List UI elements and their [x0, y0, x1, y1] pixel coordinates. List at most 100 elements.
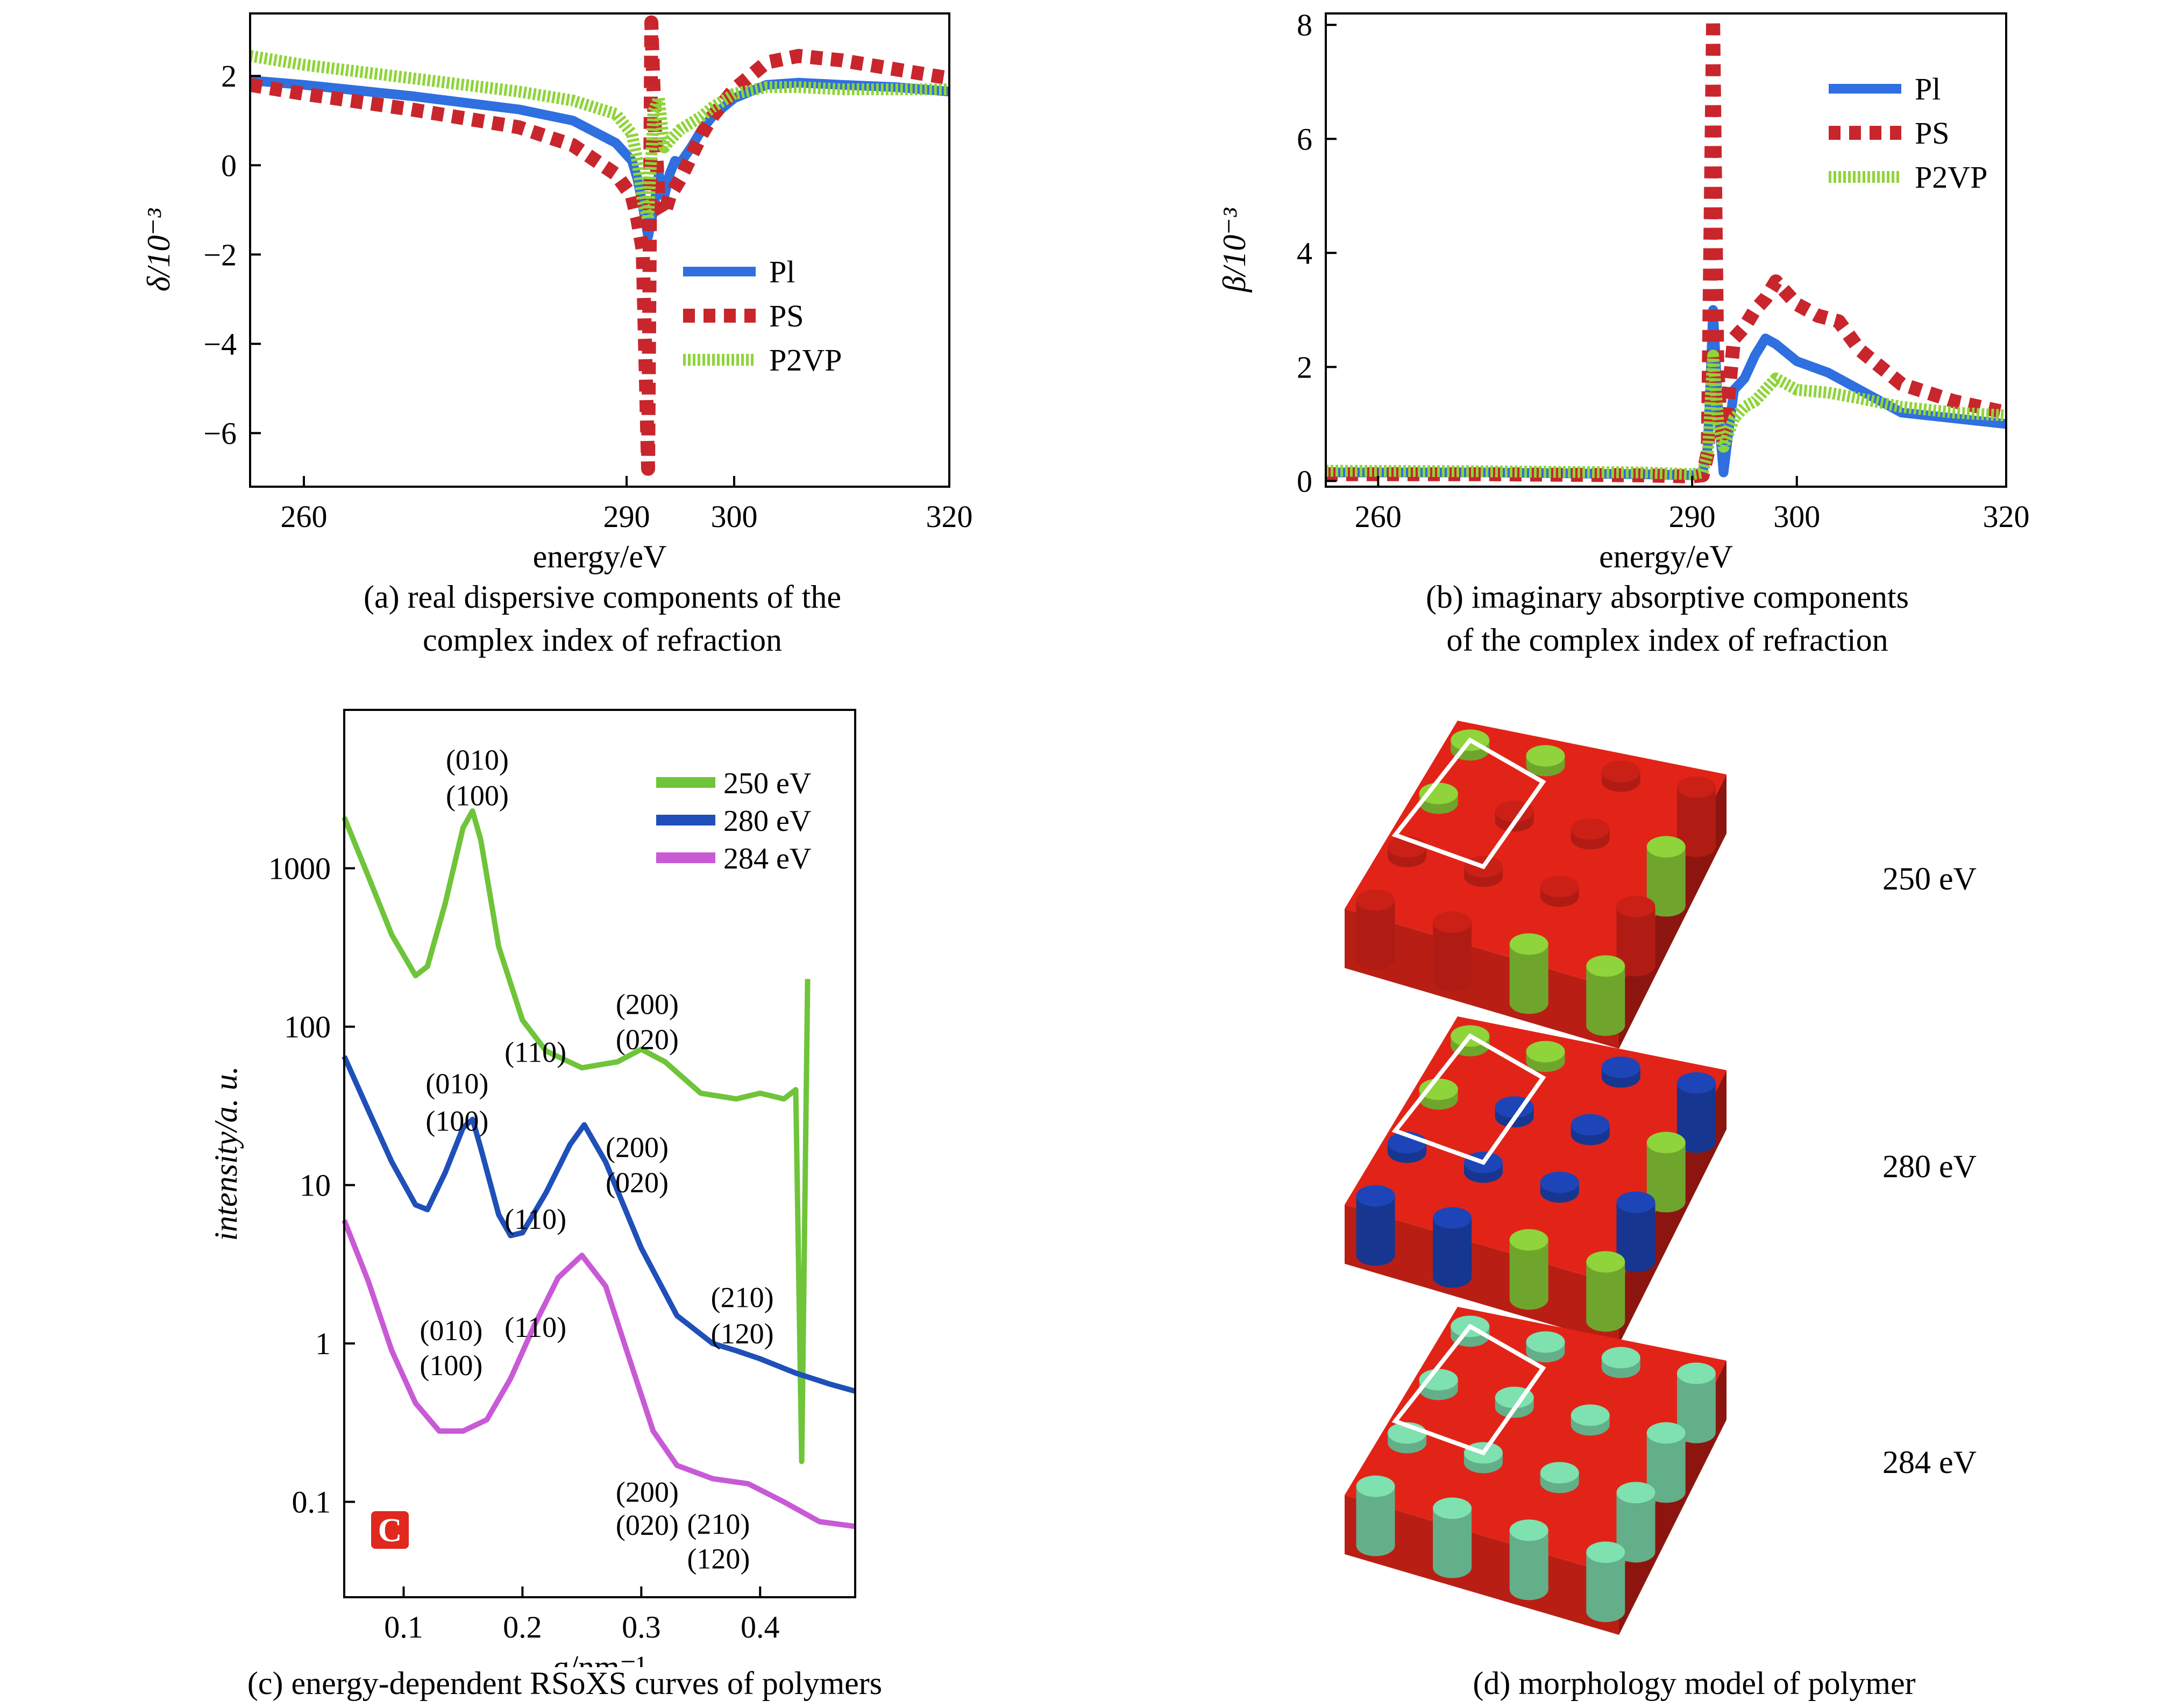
cylinder-base — [1433, 1556, 1472, 1578]
cylinder-base — [1676, 835, 1716, 857]
peak-annotation: (110) — [505, 1311, 566, 1343]
cylinder-top — [1540, 876, 1579, 898]
cylinder-top — [1616, 1482, 1655, 1504]
cylinder-base — [1356, 1244, 1395, 1266]
cylinder-top — [1571, 1404, 1610, 1426]
cylinder-base — [1509, 1288, 1548, 1310]
cylinder-top — [1646, 836, 1686, 858]
cylinder-top — [1509, 1229, 1548, 1251]
y-tick-label: 0.1 — [292, 1485, 331, 1520]
series-line-p2vp — [249, 50, 949, 225]
peak-annotation: (120) — [687, 1542, 750, 1575]
cylinder-base — [1676, 1131, 1716, 1153]
cylinder-top — [1356, 1475, 1395, 1497]
cylinder-base — [1356, 1534, 1395, 1556]
legend-label: PS — [769, 298, 804, 333]
cylinder-base — [1586, 1014, 1625, 1036]
peak-annotation: (020) — [606, 1166, 669, 1199]
morph-block-0 — [1345, 721, 1726, 1049]
cylinder-top — [1586, 1541, 1625, 1563]
peak-annotation: (210) — [687, 1508, 750, 1540]
caption-a: (a) real dispersive components of the co… — [363, 579, 842, 658]
y-axis-label: δ/10⁻³ — [141, 208, 176, 291]
peak-annotation: (200) — [606, 1131, 669, 1164]
cylinder-base — [1586, 1310, 1625, 1332]
x-tick-label: 320 — [1983, 499, 2030, 534]
peak-annotation: (110) — [505, 1036, 566, 1068]
series-line-280-ev — [342, 1055, 856, 1394]
cylinder-top — [1540, 1171, 1579, 1193]
cylinder-top — [1433, 911, 1472, 933]
y-tick-label: 0 — [1297, 464, 1312, 499]
cylinder-top — [1356, 1185, 1395, 1207]
peak-annotation: (010) — [425, 1068, 488, 1100]
x-tick-label: 300 — [711, 499, 758, 534]
cylinder-top — [1676, 1362, 1716, 1384]
cylinder-top — [1509, 1519, 1548, 1541]
cylinder-top — [1571, 1114, 1610, 1136]
matrix-front-face — [1345, 1205, 1619, 1344]
series-line-250-ev — [342, 808, 811, 1464]
x-tick-label: 290 — [603, 499, 650, 534]
x-tick-label: 260 — [1355, 499, 1402, 534]
peak-annotation: (100) — [425, 1105, 488, 1137]
cylinder-top — [1419, 1078, 1458, 1100]
cylinder-top — [1540, 1462, 1579, 1484]
series-line-ps — [1326, 12, 2008, 483]
y-tick-label: 2 — [1297, 350, 1312, 385]
cylinder-top — [1571, 818, 1610, 840]
matrix-front-face — [1345, 1495, 1619, 1635]
series-line-p2vp — [1325, 350, 2007, 480]
y-tick-label: 100 — [284, 1009, 331, 1044]
cylinder-top — [1586, 1251, 1625, 1273]
plot-frame — [343, 709, 856, 1598]
cylinder-top — [1526, 745, 1565, 767]
peak-annotation: (210) — [711, 1281, 774, 1313]
cylinder-base — [1509, 1578, 1548, 1600]
cylinder-top — [1616, 895, 1655, 917]
chart-b: 260 290 300 320 0 2 4 6 8 energy/eV β/10⁻³ Pl PS P2VP — [1217, 8, 2030, 574]
y-tick-label: 1 — [315, 1326, 331, 1361]
morph-block-2 — [1345, 1307, 1726, 1635]
cylinder-base — [1646, 895, 1686, 917]
cylinder-base — [1433, 1266, 1472, 1288]
cylinder-top — [1433, 1497, 1472, 1519]
cylinder-top — [1676, 776, 1716, 798]
peak-annotation: (010) — [446, 744, 509, 776]
cylinder-base — [1676, 1421, 1716, 1443]
cylinder-base — [1509, 992, 1548, 1014]
panel-badge-label: C — [378, 1512, 402, 1549]
y-tick-label: 10 — [300, 1168, 331, 1203]
x-tick-label: 0.4 — [741, 1610, 780, 1645]
cylinder-top — [1419, 782, 1458, 805]
caption-d: (d) morphology model of polymer — [1473, 1666, 1916, 1701]
cylinder-top — [1601, 1056, 1640, 1078]
legend-label: 284 eV — [723, 842, 811, 876]
cylinder-top — [1601, 760, 1640, 782]
x-tick-label: 0.1 — [384, 1610, 423, 1645]
cylinder-base — [1646, 1481, 1686, 1503]
cylinder-top — [1616, 1191, 1655, 1213]
cylinder-top — [1646, 1422, 1686, 1444]
legend-label: 250 eV — [723, 767, 811, 800]
peak-annotation: (020) — [616, 1509, 679, 1541]
unit-cell-arrows — [1391, 737, 1546, 870]
morph-label-284: 284 eV — [1882, 1444, 1977, 1480]
x-tick-label: 260 — [281, 499, 328, 534]
peak-annotation: (200) — [616, 988, 679, 1021]
plot-frame — [249, 12, 950, 488]
y-tick-label: −6 — [203, 416, 237, 451]
cylinder-base — [1616, 1541, 1655, 1563]
cylinder-top — [1526, 1331, 1565, 1353]
peak-annotation: (200) — [616, 1476, 679, 1508]
chart-a: 260 290 300 320 2 0 −2 −4 −6 energy/eV δ/10⁻³ Pl PS P… — [141, 12, 973, 574]
y-tick-label: 8 — [1297, 8, 1312, 42]
cylinder-base — [1356, 948, 1395, 970]
cylinder-base — [1616, 1250, 1655, 1272]
panel-badge-box — [371, 1511, 409, 1549]
y-tick-label: 4 — [1297, 236, 1312, 271]
cylinder-base — [1646, 1191, 1686, 1213]
caption-b: (b) imaginary absorptive components of t… — [1425, 579, 1909, 658]
series-line-284-ev — [342, 1219, 856, 1529]
legend-label: Pl — [769, 254, 795, 289]
